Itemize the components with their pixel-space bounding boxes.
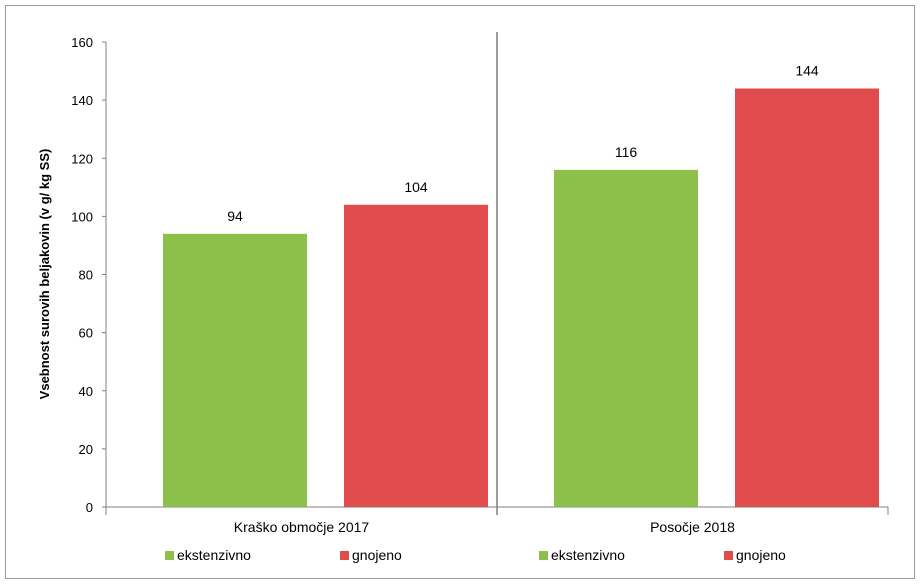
bars <box>163 88 879 507</box>
y-tick-label: 0 <box>86 500 93 515</box>
legend-swatch <box>165 551 174 560</box>
labels: 94 104 Kraško območje 2017 116 144 Posočje 20… <box>227 63 819 536</box>
data-label: 104 <box>404 179 428 195</box>
y-tick-label: 80 <box>79 268 93 283</box>
legend-label: gnojeno <box>352 547 402 563</box>
data-label: 144 <box>795 63 819 79</box>
legend-label: ekstenzivno <box>551 547 625 563</box>
legend-swatch <box>724 551 733 560</box>
y-tick-label: 40 <box>79 384 93 399</box>
y-tick-label: 120 <box>71 151 93 166</box>
y-tick-label: 20 <box>79 442 93 457</box>
legend-swatch <box>539 551 548 560</box>
bar-gnojeno <box>344 204 488 507</box>
data-label: 116 <box>615 144 638 160</box>
legend: ekstenzivno gnojeno ekstenzivno gnojeno <box>165 547 786 563</box>
bar-ekstenzivno <box>163 233 307 507</box>
legend-label: ekstenzivno <box>177 547 251 563</box>
y-tick-label: 160 <box>71 35 93 50</box>
legend-swatch <box>340 551 349 560</box>
bar-gnojeno <box>735 88 879 507</box>
y-tick-label: 60 <box>79 326 93 341</box>
y-tick-label: 140 <box>71 93 93 108</box>
category-label: Kraško območje 2017 <box>234 519 370 535</box>
y-axis-label: Vsebnost surovih beljakovin (v g/ kg SS) <box>37 149 52 400</box>
bar-ekstenzivno <box>554 169 698 507</box>
data-label: 94 <box>227 208 243 224</box>
legend-label: gnojeno <box>736 547 786 563</box>
y-tick-label: 100 <box>71 209 93 224</box>
category-label: Posočje 2018 <box>650 519 735 535</box>
